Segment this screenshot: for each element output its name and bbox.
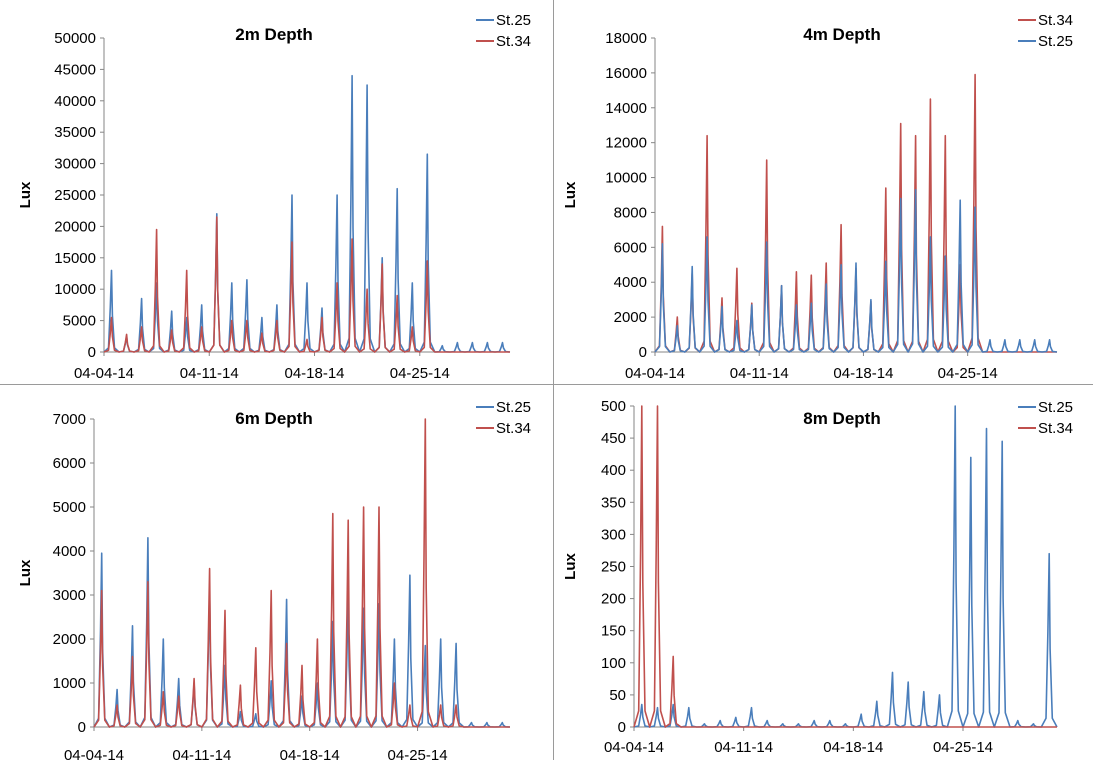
y-tick-label: 8000 [614,204,647,221]
series-line-st25 [103,74,511,353]
series-line-st34 [633,405,1057,728]
y-tick-label: 6000 [614,239,647,256]
y-tick-label: 2000 [53,631,86,648]
legend-label: St.25 [496,12,531,29]
y-tick-label: 0 [618,719,626,736]
chart-title: 8m Depth [803,409,880,428]
legend-label: St.34 [1038,420,1073,437]
y-tick-label: 14000 [605,100,647,117]
x-tick-label: 04-18-14 [280,747,340,760]
y-tick-label: 50000 [54,30,96,47]
y-tick-label: 500 [601,398,626,415]
x-tick-label: 04-04-14 [64,747,124,760]
legend-label: St.34 [496,33,531,50]
y-tick-label: 25000 [54,187,96,204]
legend-label: St.34 [1038,12,1073,29]
y-tick-label: 3000 [53,587,86,604]
y-tick-label: 400 [601,462,626,479]
series-line-st34 [103,216,510,353]
x-tick-label: 04-11-14 [172,747,231,760]
y-tick-label: 10000 [605,170,647,187]
chart-panel-6m: 0 1000 2000 3000 4000 5000 6000 7000 04-04-14 04-… [0,385,553,764]
chart-title: 2m Depth [235,25,312,44]
y-tick-label: 45000 [54,61,96,78]
x-tick-label: 04-18-14 [823,739,883,756]
y-tick-label: 5000 [63,313,96,330]
y-axis-label: Lux [17,559,34,586]
chart-panel-8m: 0 50 100 150 200 250 300 350 400 450 500 04-04-14 04… [554,385,1093,760]
legend-label: St.25 [1038,33,1073,50]
chart-title: 4m Depth [803,25,880,44]
y-tick-label: 0 [88,344,96,361]
x-tick-label: 04-11-14 [730,365,789,382]
y-tick-label: 5000 [53,499,86,516]
y-tick-label: 300 [601,526,626,543]
y-tick-label: 0 [639,344,647,361]
series-line-st34 [654,73,1057,353]
horizontal-divider [0,384,1093,385]
y-tick-label: 35000 [54,124,96,141]
legend-label: St.25 [1038,399,1073,416]
y-tick-label: 16000 [605,65,647,82]
y-tick-label: 20000 [54,218,96,235]
y-tick-label: 4000 [53,543,86,560]
x-tick-label: 04-25-14 [933,739,993,756]
chart-panel-4m: 0 2000 4000 6000 8000 10000 12000 14000 16000 180… [554,0,1093,384]
y-tick-label: 18000 [605,30,647,47]
y-tick-label: 7000 [53,411,86,428]
series-line-st25 [654,189,1058,353]
y-tick-label: 15000 [54,250,96,267]
x-tick-label: 04-04-14 [604,739,664,756]
y-tick-label: 1000 [53,675,86,692]
y-tick-label: 0 [78,719,86,736]
y-axis-label: Lux [562,181,579,208]
y-tick-label: 12000 [605,135,647,152]
y-axis-label: Lux [562,553,579,580]
chart-2m: 0 5000 10000 15000 20000 25000 30000 35000 40000… [17,12,531,382]
y-axis-label: Lux [17,181,34,208]
chart-6m: 0 1000 2000 3000 4000 5000 6000 7000 04-04-14 04-… [17,399,531,764]
y-tick-label: 4000 [614,274,647,291]
y-tick-label: 250 [601,559,626,576]
y-tick-label: 10000 [54,281,96,298]
chart-4m: 0 2000 4000 6000 8000 10000 12000 14000 16000 180… [562,12,1073,382]
x-tick-label: 04-25-14 [938,365,998,382]
y-tick-label: 30000 [54,156,96,173]
chart-title: 6m Depth [235,409,312,428]
x-tick-label: 04-04-14 [625,365,685,382]
x-tick-label: 04-25-14 [390,365,450,382]
x-tick-label: 04-25-14 [388,747,448,760]
legend-label: St.25 [496,399,531,416]
series-line-st34 [93,418,510,728]
y-tick-label: 450 [601,430,626,447]
y-tick-label: 2000 [614,309,647,326]
series-line-st25 [633,405,1058,728]
chart-8m: 0 50 100 150 200 250 300 350 400 450 500 04-04-14 04… [562,398,1073,756]
chart-panel-2m: 0 5000 10000 15000 20000 25000 30000 35000 40000… [0,0,553,384]
y-tick-label: 150 [601,623,626,640]
y-tick-label: 350 [601,494,626,511]
x-tick-label: 04-11-14 [714,739,773,756]
vertical-divider [553,0,554,760]
legend-label: St.34 [496,420,531,437]
y-tick-label: 50 [609,687,626,704]
x-tick-label: 04-18-14 [833,365,893,382]
x-tick-label: 04-18-14 [284,365,344,382]
y-tick-label: 200 [601,591,626,608]
y-tick-label: 100 [601,655,626,672]
x-tick-label: 04-04-14 [74,365,134,382]
y-tick-label: 6000 [53,455,86,472]
x-tick-label: 04-11-14 [180,365,239,382]
y-tick-label: 40000 [54,93,96,110]
series-line-st25 [93,537,511,728]
